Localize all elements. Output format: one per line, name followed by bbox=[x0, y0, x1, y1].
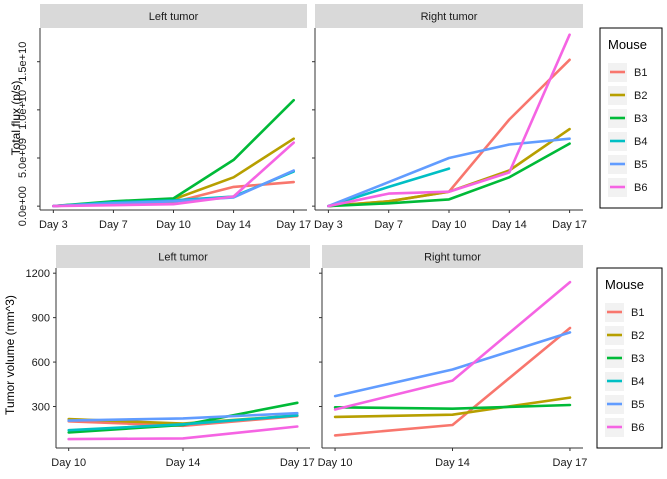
legend-label: B3 bbox=[634, 113, 647, 125]
x-tick-label: Day 17 bbox=[553, 457, 588, 469]
series-line-b6 bbox=[67, 425, 299, 441]
plot-panel bbox=[40, 28, 307, 210]
x-tick-label: Day 14 bbox=[166, 457, 201, 469]
facet-title: Right tumor bbox=[421, 11, 478, 23]
x-tick-label: Day 14 bbox=[216, 219, 251, 231]
facet-title: Left tumor bbox=[149, 11, 199, 23]
series-line-b3 bbox=[327, 142, 571, 208]
series-line-b5 bbox=[327, 137, 571, 208]
x-tick-label: Day 7 bbox=[374, 219, 403, 231]
facet-title: Right tumor bbox=[424, 252, 481, 264]
series-line-b4 bbox=[67, 414, 299, 432]
legend-label: B5 bbox=[634, 159, 647, 171]
x-tick-label: Day 7 bbox=[99, 219, 128, 231]
y-tick-label: 1200 bbox=[26, 268, 50, 280]
facet-title: Left tumor bbox=[158, 252, 208, 264]
x-tick-label: Day 10 bbox=[432, 219, 467, 231]
y-tick-label: 600 bbox=[32, 357, 50, 369]
series-line-b2 bbox=[333, 396, 572, 419]
legend-label: B4 bbox=[631, 376, 644, 388]
y-tick-label: 5.0e+09 bbox=[17, 138, 29, 178]
x-tick-label: Day 3 bbox=[39, 219, 68, 231]
y-axis-label: Total flux (p/s) bbox=[9, 81, 23, 156]
legend-label: B5 bbox=[631, 399, 644, 411]
legend-title: Mouse bbox=[605, 277, 644, 292]
legend-label: B3 bbox=[631, 353, 644, 365]
x-tick-label: Day 3 bbox=[314, 219, 343, 231]
y-tick-label: 1.0e+10 bbox=[17, 90, 29, 130]
x-tick-label: Day 17 bbox=[552, 219, 587, 231]
x-tick-label: Day 10 bbox=[156, 219, 191, 231]
series-line-b6 bbox=[327, 33, 571, 208]
legend-label: B1 bbox=[631, 307, 644, 319]
y-tick-label: 300 bbox=[32, 402, 50, 414]
x-tick-label: Day 10 bbox=[51, 457, 86, 469]
facet-strip bbox=[322, 245, 583, 268]
legend-label: B2 bbox=[634, 90, 647, 102]
legend-title: Mouse bbox=[608, 37, 647, 52]
series-line-b5 bbox=[67, 411, 299, 422]
facet-strip bbox=[56, 245, 310, 268]
legend-label: B6 bbox=[631, 422, 644, 434]
legend-label: B1 bbox=[634, 67, 647, 79]
legend-label: B2 bbox=[631, 330, 644, 342]
series-line-b5 bbox=[333, 331, 572, 398]
x-tick-label: Day 10 bbox=[318, 457, 353, 469]
y-tick-label: 0.0e+00 bbox=[17, 186, 29, 226]
series-line-b4 bbox=[327, 167, 451, 208]
facet-strip bbox=[40, 4, 307, 28]
facet-strip bbox=[315, 4, 583, 28]
x-tick-label: Day 14 bbox=[492, 219, 527, 231]
series-line-b6 bbox=[333, 280, 572, 411]
legend-label: B6 bbox=[634, 182, 647, 194]
legend-label: B4 bbox=[634, 136, 647, 148]
series-line-b3 bbox=[333, 403, 572, 411]
x-tick-label: Day 17 bbox=[280, 457, 315, 469]
y-tick-label: 900 bbox=[32, 313, 50, 325]
x-tick-label: Day 14 bbox=[435, 457, 470, 469]
plot-panel bbox=[315, 28, 583, 210]
y-axis-label: Tumor volume (mm^3) bbox=[3, 295, 17, 415]
series-line-b6 bbox=[52, 141, 296, 208]
x-tick-label: Day 17 bbox=[276, 219, 311, 231]
plot-panel bbox=[322, 268, 583, 448]
series-line-b1 bbox=[333, 326, 572, 437]
y-tick-label: 1.5e+10 bbox=[17, 42, 29, 82]
